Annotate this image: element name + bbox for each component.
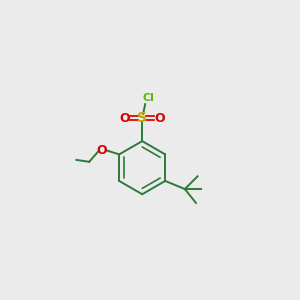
Text: O: O xyxy=(120,112,130,124)
Text: Cl: Cl xyxy=(143,93,154,103)
Text: O: O xyxy=(97,144,107,157)
Text: S: S xyxy=(137,111,147,125)
Text: O: O xyxy=(154,112,165,124)
